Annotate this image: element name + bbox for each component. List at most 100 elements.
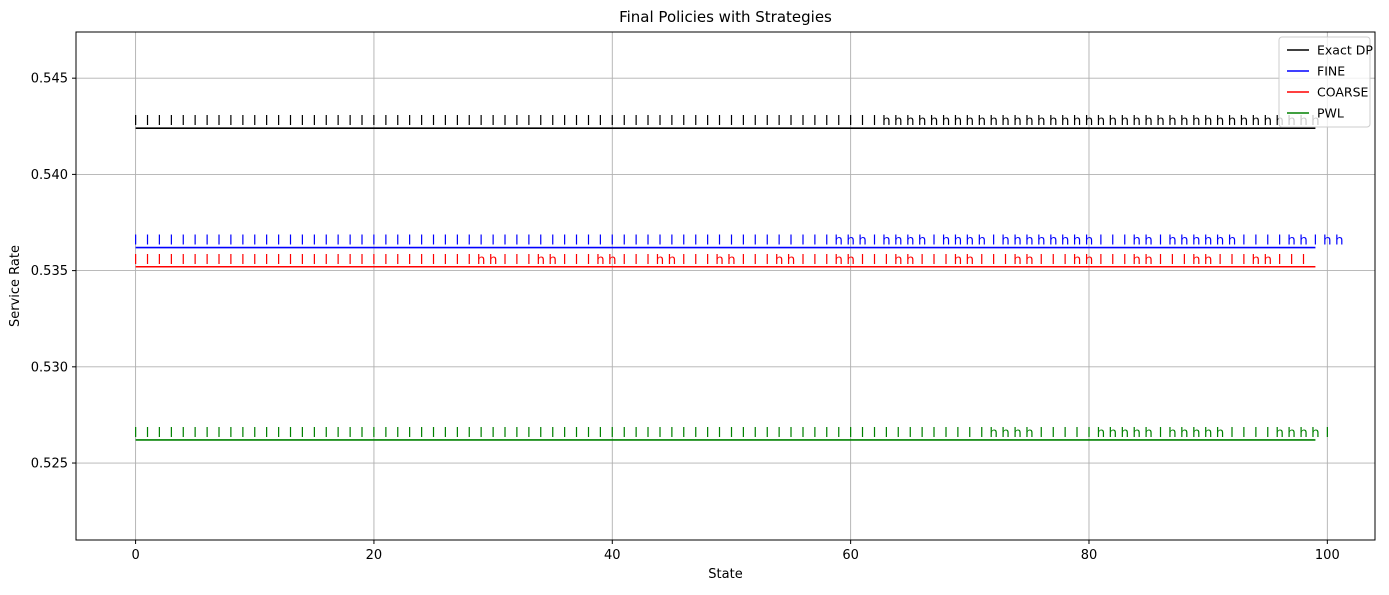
strategy-label: l <box>1314 233 1318 249</box>
strategy-label: l <box>312 113 316 129</box>
strategy-label: h <box>954 252 963 268</box>
strategy-label: l <box>455 425 459 441</box>
strategy-label: h <box>1168 113 1177 129</box>
strategy-label: l <box>682 252 686 268</box>
strategy-label: h <box>1013 113 1022 129</box>
strategy-label: h <box>1168 233 1177 249</box>
strategy-label: l <box>444 425 448 441</box>
strategy-label: l <box>265 425 269 441</box>
strategy-label: l <box>348 233 352 249</box>
strategy-label: l <box>992 252 996 268</box>
strategy-label: h <box>1109 425 1118 441</box>
strategy-label: h <box>1120 113 1129 129</box>
strategy-label: h <box>596 252 605 268</box>
chart-title: Final Policies with Strategies <box>619 8 832 26</box>
strategy-label: l <box>408 425 412 441</box>
strategy-label: l <box>301 252 305 268</box>
strategy-label: l <box>158 252 162 268</box>
strategy-label: l <box>1159 425 1163 441</box>
strategy-label: l <box>563 113 567 129</box>
strategy-label: l <box>408 252 412 268</box>
strategy-label: l <box>1242 233 1246 249</box>
x-tick-label: 40 <box>604 548 621 563</box>
strategy-label: h <box>477 252 486 268</box>
strategy-label: l <box>837 425 841 441</box>
strategy-label: h <box>536 252 545 268</box>
strategy-label: l <box>479 233 483 249</box>
strategy-label: l <box>539 113 543 129</box>
strategy-label: l <box>741 233 745 249</box>
strategy-label: l <box>491 113 495 129</box>
strategy-label: l <box>765 113 769 129</box>
strategy-label: l <box>789 233 793 249</box>
strategy-label: l <box>551 425 555 441</box>
strategy-label: h <box>1073 252 1082 268</box>
strategy-label: l <box>277 425 281 441</box>
strategy-label: l <box>408 113 412 129</box>
strategy-label: l <box>765 425 769 441</box>
strategy-label: h <box>954 113 963 129</box>
strategy-label: l <box>622 113 626 129</box>
strategy-label: h <box>1132 252 1141 268</box>
strategy-label: l <box>896 425 900 441</box>
strategy-label: h <box>1287 425 1296 441</box>
strategy-label: l <box>610 233 614 249</box>
strategy-label: l <box>873 233 877 249</box>
strategy-label: l <box>813 252 817 268</box>
strategy-label: l <box>312 425 316 441</box>
strategy-label: l <box>158 113 162 129</box>
strategy-label: l <box>277 233 281 249</box>
strategy-label: h <box>787 252 796 268</box>
strategy-label: l <box>336 252 340 268</box>
strategy-label: l <box>777 113 781 129</box>
strategy-label: h <box>954 233 963 249</box>
strategy-label: h <box>989 425 998 441</box>
strategy-label: l <box>920 425 924 441</box>
strategy-label: h <box>966 233 975 249</box>
strategy-label: l <box>455 233 459 249</box>
strategy-label: l <box>741 425 745 441</box>
strategy-label: l <box>146 252 150 268</box>
strategy-label: l <box>587 252 591 268</box>
strategy-label: l <box>598 233 602 249</box>
strategy-label: l <box>193 113 197 129</box>
strategy-label: h <box>966 113 975 129</box>
strategy-label: h <box>846 233 855 249</box>
strategy-label: l <box>587 233 591 249</box>
strategy-label: l <box>372 425 376 441</box>
strategy-label: l <box>789 113 793 129</box>
strategy-label: l <box>825 425 829 441</box>
strategy-label: l <box>706 425 710 441</box>
strategy-label: l <box>741 252 745 268</box>
x-tick-label: 60 <box>842 548 859 563</box>
strategy-label: l <box>718 113 722 129</box>
strategy-label: l <box>1123 233 1127 249</box>
strategy-label: l <box>1182 252 1186 268</box>
strategy-label: l <box>169 113 173 129</box>
strategy-label: l <box>694 233 698 249</box>
strategy-label: l <box>265 233 269 249</box>
strategy-label: l <box>1039 425 1043 441</box>
strategy-label: l <box>1290 252 1294 268</box>
strategy-label: l <box>479 425 483 441</box>
strategy-label: l <box>312 252 316 268</box>
strategy-label: l <box>1111 233 1115 249</box>
strategy-label: l <box>813 233 817 249</box>
strategy-label: l <box>873 252 877 268</box>
y-tick-label: 0.545 <box>31 72 68 87</box>
strategy-label: l <box>682 425 686 441</box>
strategy-label: l <box>718 233 722 249</box>
strategy-label: h <box>1144 233 1153 249</box>
strategy-label: h <box>1097 425 1106 441</box>
strategy-label: l <box>932 233 936 249</box>
strategy-label: l <box>753 252 757 268</box>
legend-label: FINE <box>1317 64 1345 79</box>
strategy-label: l <box>1278 252 1282 268</box>
strategy-label: l <box>956 425 960 441</box>
strategy-label: h <box>1085 113 1094 129</box>
strategy-label: h <box>930 113 939 129</box>
strategy-label: h <box>1025 113 1034 129</box>
strategy-label: l <box>372 233 376 249</box>
strategy-label: h <box>656 252 665 268</box>
